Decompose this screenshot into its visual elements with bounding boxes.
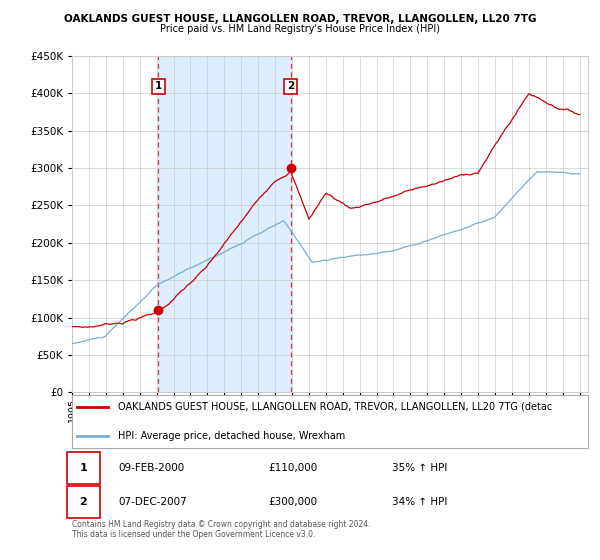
FancyBboxPatch shape — [67, 487, 100, 519]
Text: OAKLANDS GUEST HOUSE, LLANGOLLEN ROAD, TREVOR, LLANGOLLEN, LL20 7TG: OAKLANDS GUEST HOUSE, LLANGOLLEN ROAD, T… — [64, 14, 536, 24]
Text: HPI: Average price, detached house, Wrexham: HPI: Average price, detached house, Wrex… — [118, 431, 346, 441]
Text: £110,000: £110,000 — [268, 463, 317, 473]
Text: 2: 2 — [287, 81, 294, 91]
Text: OAKLANDS GUEST HOUSE, LLANGOLLEN ROAD, TREVOR, LLANGOLLEN, LL20 7TG (detac: OAKLANDS GUEST HOUSE, LLANGOLLEN ROAD, T… — [118, 402, 553, 412]
FancyBboxPatch shape — [72, 395, 588, 448]
Text: 35% ↑ HPI: 35% ↑ HPI — [392, 463, 447, 473]
Text: 1: 1 — [79, 463, 87, 473]
Bar — [158, 56, 290, 392]
Text: 1: 1 — [155, 81, 162, 91]
Text: 34% ↑ HPI: 34% ↑ HPI — [392, 497, 447, 507]
FancyBboxPatch shape — [67, 451, 100, 484]
Text: 2: 2 — [79, 497, 87, 507]
Text: 07-DEC-2007: 07-DEC-2007 — [118, 497, 187, 507]
Text: 09-FEB-2000: 09-FEB-2000 — [118, 463, 185, 473]
Text: Price paid vs. HM Land Registry's House Price Index (HPI): Price paid vs. HM Land Registry's House … — [160, 24, 440, 34]
Text: £300,000: £300,000 — [268, 497, 317, 507]
Text: Contains HM Land Registry data © Crown copyright and database right 2024.
This d: Contains HM Land Registry data © Crown c… — [72, 520, 371, 539]
